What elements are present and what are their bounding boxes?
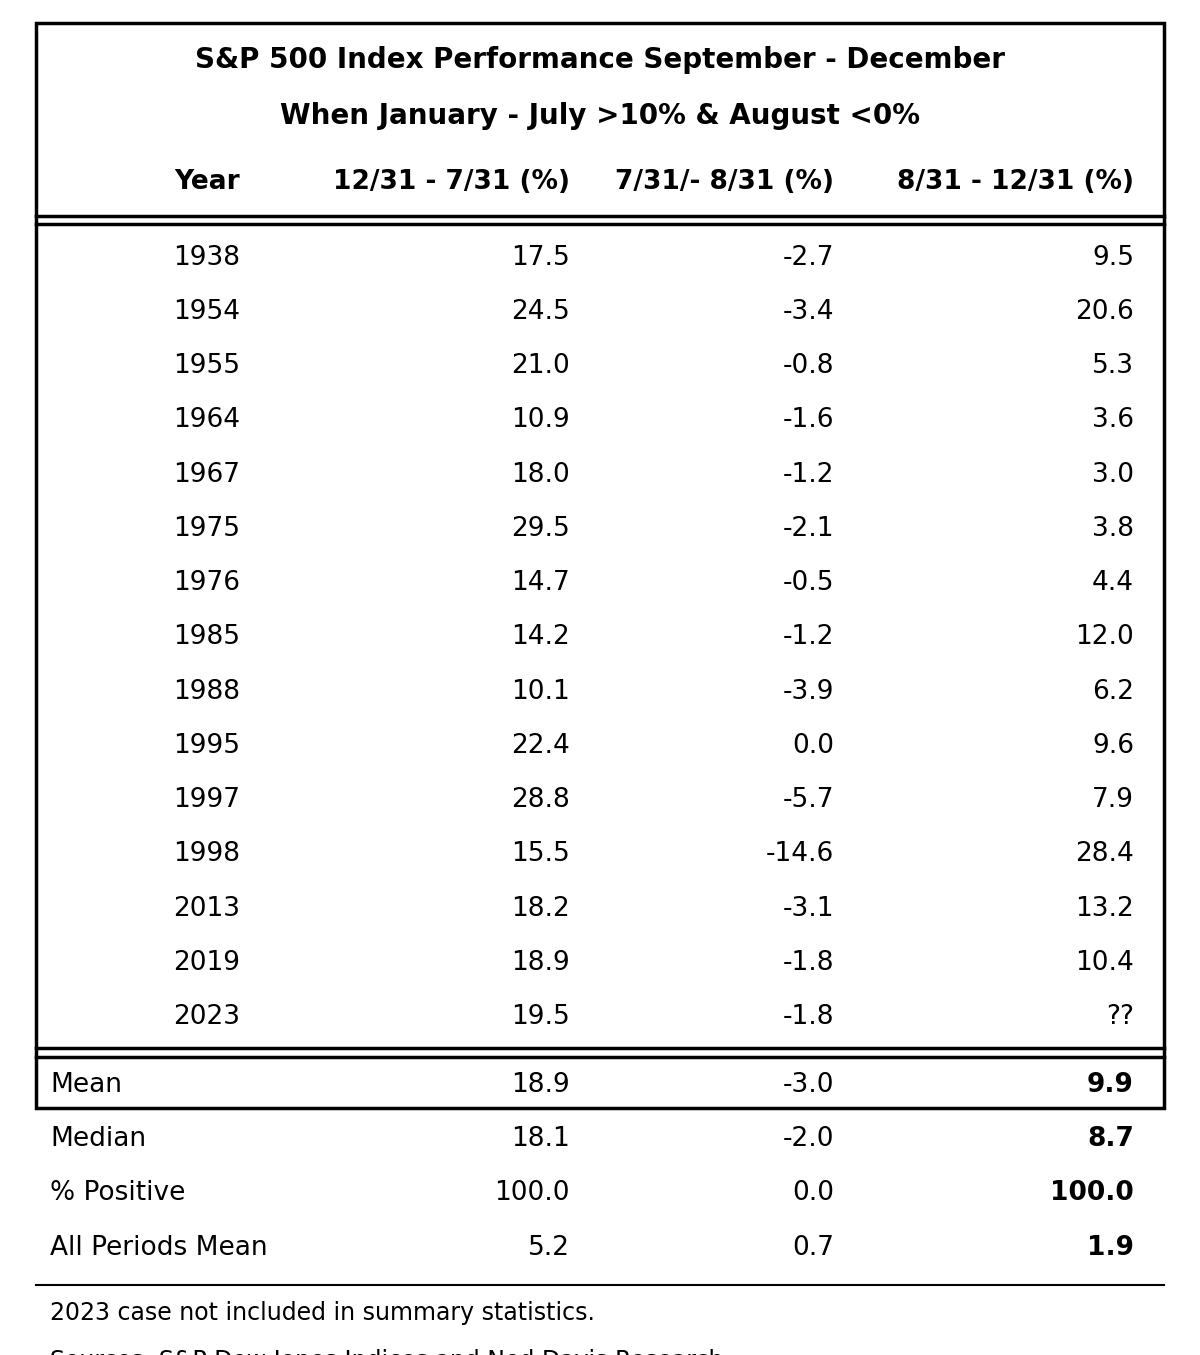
- Text: 1995: 1995: [173, 733, 240, 759]
- Text: 1997: 1997: [173, 787, 240, 813]
- Text: Median: Median: [50, 1126, 146, 1152]
- Text: 8/31 - 12/31 (%): 8/31 - 12/31 (%): [898, 169, 1134, 195]
- Text: 9.9: 9.9: [1087, 1072, 1134, 1098]
- Text: 10.9: 10.9: [511, 408, 570, 434]
- Text: 1955: 1955: [173, 354, 240, 379]
- Text: -0.8: -0.8: [782, 354, 834, 379]
- Text: 100.0: 100.0: [494, 1180, 570, 1206]
- Text: 9.6: 9.6: [1092, 733, 1134, 759]
- Text: 18.2: 18.2: [511, 896, 570, 921]
- Text: 19.5: 19.5: [511, 1004, 570, 1030]
- Text: 0.0: 0.0: [792, 1180, 834, 1206]
- Text: 9.5: 9.5: [1092, 245, 1134, 271]
- Text: Mean: Mean: [50, 1072, 122, 1098]
- Text: 28.8: 28.8: [511, 787, 570, 813]
- Text: -5.7: -5.7: [782, 787, 834, 813]
- Text: 10.1: 10.1: [511, 679, 570, 705]
- Text: Sources: S&P Dow Jones Indices and Ned Davis Research: Sources: S&P Dow Jones Indices and Ned D…: [50, 1348, 724, 1355]
- Text: ??: ??: [1106, 1004, 1134, 1030]
- Text: -2.7: -2.7: [782, 245, 834, 271]
- Text: -3.4: -3.4: [782, 299, 834, 325]
- Text: 6.2: 6.2: [1092, 679, 1134, 705]
- Text: 15.5: 15.5: [511, 841, 570, 867]
- Text: 12/31 - 7/31 (%): 12/31 - 7/31 (%): [334, 169, 570, 195]
- Text: 2023 case not included in summary statistics.: 2023 case not included in summary statis…: [50, 1301, 595, 1325]
- Text: -3.1: -3.1: [782, 896, 834, 921]
- Text: 14.7: 14.7: [511, 570, 570, 596]
- Text: 3.0: 3.0: [1092, 462, 1134, 488]
- Text: 1.9: 1.9: [1087, 1234, 1134, 1260]
- Text: 10.4: 10.4: [1075, 950, 1134, 976]
- Text: 12.0: 12.0: [1075, 625, 1134, 650]
- Text: -1.2: -1.2: [782, 462, 834, 488]
- Text: -1.8: -1.8: [782, 1004, 834, 1030]
- Text: 2019: 2019: [173, 950, 240, 976]
- Text: 2013: 2013: [173, 896, 240, 921]
- Text: 24.5: 24.5: [511, 299, 570, 325]
- Text: 0.0: 0.0: [792, 733, 834, 759]
- Text: 29.5: 29.5: [511, 516, 570, 542]
- Text: 21.0: 21.0: [511, 354, 570, 379]
- Text: 18.0: 18.0: [511, 462, 570, 488]
- Text: 1964: 1964: [173, 408, 240, 434]
- Text: 3.8: 3.8: [1092, 516, 1134, 542]
- Text: 5.2: 5.2: [528, 1234, 570, 1260]
- Text: When January - July >10% & August <0%: When January - July >10% & August <0%: [280, 103, 920, 130]
- Text: 100.0: 100.0: [1050, 1180, 1134, 1206]
- Text: 20.6: 20.6: [1075, 299, 1134, 325]
- Text: -1.8: -1.8: [782, 950, 834, 976]
- Text: -2.1: -2.1: [782, 516, 834, 542]
- Text: 14.2: 14.2: [511, 625, 570, 650]
- Text: 1976: 1976: [173, 570, 240, 596]
- Text: 1975: 1975: [173, 516, 240, 542]
- Text: -3.0: -3.0: [782, 1072, 834, 1098]
- Text: 8.7: 8.7: [1087, 1126, 1134, 1152]
- Text: -0.5: -0.5: [782, 570, 834, 596]
- Text: 7/31/- 8/31 (%): 7/31/- 8/31 (%): [614, 169, 834, 195]
- Text: 1967: 1967: [173, 462, 240, 488]
- Text: S&P 500 Index Performance September - December: S&P 500 Index Performance September - De…: [194, 46, 1006, 75]
- Text: 18.1: 18.1: [511, 1126, 570, 1152]
- Text: Year: Year: [174, 169, 240, 195]
- Text: 5.3: 5.3: [1092, 354, 1134, 379]
- Text: -3.9: -3.9: [782, 679, 834, 705]
- Text: 1985: 1985: [173, 625, 240, 650]
- Text: All Periods Mean: All Periods Mean: [50, 1234, 268, 1260]
- Text: 7.9: 7.9: [1092, 787, 1134, 813]
- Text: 4.4: 4.4: [1092, 570, 1134, 596]
- FancyBboxPatch shape: [36, 23, 1164, 1107]
- Text: 3.6: 3.6: [1092, 408, 1134, 434]
- Text: % Positive: % Positive: [50, 1180, 186, 1206]
- Text: 2023: 2023: [173, 1004, 240, 1030]
- Text: 1998: 1998: [173, 841, 240, 867]
- Text: 18.9: 18.9: [511, 1072, 570, 1098]
- Text: 17.5: 17.5: [511, 245, 570, 271]
- Text: 18.9: 18.9: [511, 950, 570, 976]
- Text: 1954: 1954: [173, 299, 240, 325]
- Text: 1988: 1988: [173, 679, 240, 705]
- Text: 22.4: 22.4: [511, 733, 570, 759]
- Text: -1.6: -1.6: [782, 408, 834, 434]
- Text: 13.2: 13.2: [1075, 896, 1134, 921]
- Text: 28.4: 28.4: [1075, 841, 1134, 867]
- Text: -1.2: -1.2: [782, 625, 834, 650]
- Text: 0.7: 0.7: [792, 1234, 834, 1260]
- Text: -2.0: -2.0: [782, 1126, 834, 1152]
- Text: 1938: 1938: [173, 245, 240, 271]
- Text: -14.6: -14.6: [766, 841, 834, 867]
